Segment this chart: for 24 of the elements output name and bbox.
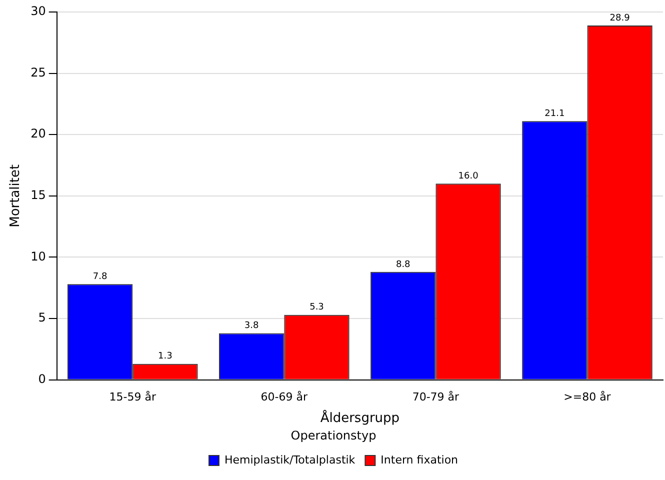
data-label: 5.3 bbox=[310, 302, 324, 313]
y-tick-label: 5 bbox=[38, 310, 46, 325]
x-tick-label: 15-59 år bbox=[109, 390, 156, 404]
y-axis-title: Mortalitet bbox=[8, 164, 24, 228]
data-label: 3.8 bbox=[244, 321, 260, 332]
data-label: 7.8 bbox=[92, 272, 108, 282]
x-axis-title: Åldersgrupp bbox=[320, 409, 400, 426]
y-tick-label: 20 bbox=[30, 126, 46, 141]
data-label: 16.0 bbox=[458, 171, 479, 182]
data-label: 28.9 bbox=[610, 13, 630, 24]
data-label: 21.1 bbox=[544, 108, 565, 119]
data-label: 8.8 bbox=[396, 260, 411, 270]
x-tick-label: 60-69 år bbox=[260, 390, 308, 404]
y-tick-label: 10 bbox=[30, 249, 46, 264]
legend-label: Hemiplastik/Totalplastik bbox=[224, 453, 356, 466]
x-tick-label: 70-79 år bbox=[412, 390, 460, 404]
legend-title: Operationstyp bbox=[290, 428, 376, 443]
legend-label: Intern fixation bbox=[380, 453, 458, 466]
y-tick-label: 15 bbox=[30, 188, 46, 202]
y-tick-label: 30 bbox=[30, 4, 46, 18]
x-tick-label: >=80 år bbox=[564, 390, 612, 404]
y-tick-label: 25 bbox=[30, 65, 46, 80]
y-tick-label: 0 bbox=[38, 372, 46, 386]
data-label: 1.3 bbox=[158, 352, 172, 362]
